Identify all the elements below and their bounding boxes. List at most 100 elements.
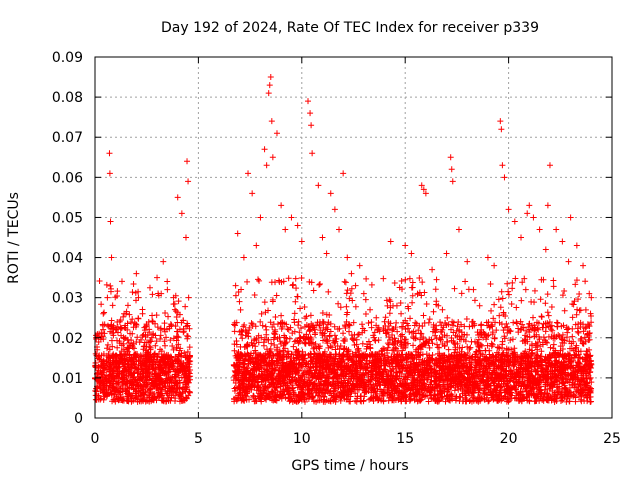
data-point	[149, 365, 156, 372]
data-point	[103, 345, 110, 352]
data-point	[141, 396, 148, 403]
data-point	[108, 372, 115, 379]
data-point	[107, 371, 114, 378]
data-point	[182, 303, 189, 310]
data-point	[135, 315, 142, 322]
data-point	[130, 281, 137, 288]
data-point	[153, 373, 160, 380]
data-point	[173, 308, 180, 315]
data-point	[170, 385, 177, 392]
data-point	[98, 333, 105, 340]
data-point	[142, 389, 149, 396]
data-point	[155, 350, 162, 357]
data-point	[163, 334, 170, 341]
data-point	[150, 358, 157, 365]
data-point	[162, 384, 169, 391]
data-point	[124, 302, 131, 309]
data-point	[124, 320, 131, 327]
data-point	[109, 330, 116, 337]
data-point	[164, 380, 171, 387]
data-point	[107, 361, 114, 368]
data-point	[127, 319, 134, 326]
data-point	[98, 301, 105, 308]
data-point	[139, 332, 146, 339]
data-point	[176, 347, 183, 354]
data-point	[167, 397, 174, 404]
data-point	[157, 325, 164, 332]
data-point	[119, 375, 126, 382]
data-point	[146, 284, 153, 291]
data-point	[173, 314, 180, 321]
data-point	[95, 338, 102, 345]
data-point	[153, 312, 160, 319]
data-point	[161, 320, 168, 327]
data-point	[98, 395, 105, 402]
data-point	[163, 375, 170, 382]
data-point	[106, 382, 113, 389]
data-point	[146, 343, 153, 350]
data-point	[174, 334, 181, 341]
data-point	[140, 370, 147, 377]
data-point	[125, 339, 132, 346]
data-point	[167, 376, 174, 383]
data-point	[149, 291, 156, 298]
data-point	[158, 379, 165, 386]
data-point	[172, 371, 179, 378]
data-point	[162, 328, 169, 335]
data-point	[175, 341, 182, 348]
data-point	[107, 282, 114, 289]
data-point	[118, 356, 125, 363]
data-point	[152, 342, 159, 349]
data-point	[165, 313, 172, 320]
data-point	[134, 334, 141, 341]
data-point	[172, 380, 179, 387]
data-point	[95, 355, 102, 362]
data-point	[120, 346, 127, 353]
data-point	[173, 328, 180, 335]
data-point	[132, 321, 139, 328]
data-point	[103, 281, 110, 288]
data-point	[111, 386, 118, 393]
data-point	[135, 383, 142, 390]
data-point	[178, 358, 185, 365]
data-point	[108, 317, 115, 324]
data-point	[176, 385, 183, 392]
data-point	[125, 345, 132, 352]
data-point	[117, 385, 124, 392]
data-point	[155, 364, 162, 371]
data-point	[162, 342, 169, 349]
data-point	[180, 329, 187, 336]
data-point	[107, 388, 114, 395]
data-point	[106, 346, 113, 353]
data-point	[166, 325, 173, 332]
data-point	[147, 338, 154, 345]
data-point	[101, 309, 108, 316]
data-point	[158, 354, 165, 361]
data-point	[137, 352, 144, 359]
data-point	[120, 313, 127, 320]
data-point	[108, 337, 115, 344]
data-point	[140, 331, 147, 338]
data-point	[147, 344, 154, 351]
data-point	[176, 311, 183, 318]
data-point	[121, 324, 128, 331]
data-point	[180, 379, 187, 386]
data-point	[157, 332, 164, 339]
data-point	[142, 360, 149, 367]
data-point	[186, 363, 193, 370]
data-point	[99, 367, 106, 374]
data-point	[109, 352, 116, 359]
data-point	[157, 375, 164, 382]
data-point	[172, 377, 179, 384]
data-point	[130, 374, 137, 381]
data-point	[94, 370, 101, 377]
data-point	[118, 370, 125, 377]
data-point	[184, 348, 191, 355]
data-point	[129, 289, 136, 296]
data-point	[171, 306, 178, 313]
data-point	[129, 316, 136, 323]
data-point	[109, 343, 116, 350]
data-point	[173, 344, 180, 351]
data-point	[142, 323, 149, 330]
data-point	[151, 365, 158, 372]
